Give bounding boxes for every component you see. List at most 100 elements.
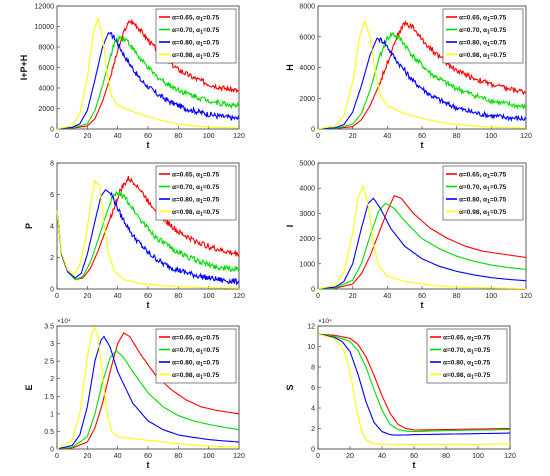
legend-entry-blue: α=0.80, α1=0.75: [172, 39, 220, 48]
x-tick-label: 40: [383, 133, 391, 140]
series-line-red: [317, 195, 527, 290]
y-tick-label: 0: [311, 127, 315, 134]
legend-entry-green: α=0.70, α1=0.75: [172, 347, 220, 356]
y-tick-label: 2000: [299, 96, 315, 103]
legend-entry-red: α=0.65, α1=0.75: [172, 334, 220, 343]
y-tick-label: 0: [50, 287, 54, 294]
x-tick-label: 60: [144, 453, 152, 460]
x-tick-label: 40: [378, 453, 386, 460]
legend-entry-yellow: α=0.98, α1=0.75: [172, 209, 220, 218]
x-tick-label: 60: [410, 453, 418, 460]
legend-entry-red: α=0.65, α1=0.75: [459, 171, 507, 180]
y-tick-label: 4000: [38, 86, 54, 93]
legend-entry-green: α=0.70, α1=0.75: [459, 27, 507, 36]
series-line-red: [317, 333, 510, 431]
series-line-yellow: [317, 19, 527, 130]
legend-entry-red: α=0.65, α1=0.75: [172, 14, 220, 23]
legend-entry-blue: α=0.80, α1=0.75: [172, 196, 220, 205]
x-axis-label: t: [421, 300, 424, 310]
legend-entry-red: α=0.65, α1=0.75: [172, 171, 220, 180]
series-line-green: [56, 349, 240, 450]
legend-entry-blue: α=0.80, α1=0.75: [459, 196, 507, 205]
series-line-yellow: [56, 326, 239, 450]
chart-panel-s: 0 20 40 60 80 100 120 0 2 4 6 8 10 12×10⁴ t Sα=0.65, α1…: [285, 318, 516, 470]
x-tick-label: 100: [203, 133, 215, 140]
series-line-blue: [56, 189, 240, 286]
x-tick-label: 0: [316, 453, 320, 460]
series-line-red: [318, 19, 527, 130]
y-tick-label: 2000: [299, 236, 315, 243]
legend-entry-blue: α=0.80, α1=0.75: [172, 359, 220, 368]
legend: α=0.65, α1=0.75 α=0.70, α1=0.75 α=0.80, α1…: [155, 8, 237, 64]
series-line-green: [317, 333, 511, 433]
series-line-blue: [56, 31, 240, 130]
y-axis-multiplier: ×10⁴: [318, 318, 332, 325]
legend: α=0.65, α1=0.75 α=0.70, α1=0.75 α=0.80, α1…: [426, 328, 508, 384]
y-tick-label: 1.5: [44, 394, 54, 401]
x-tick-label: 80: [174, 453, 182, 460]
x-tick-label: 120: [233, 133, 245, 140]
y-tick-label: 8000: [38, 45, 54, 52]
legend-entry-green: α=0.70, α1=0.75: [172, 184, 220, 193]
y-tick-label: 2000: [38, 106, 54, 113]
legend-entry-green: α=0.70, α1=0.75: [443, 347, 491, 356]
x-tick-label: 40: [383, 293, 391, 300]
series-line-green: [56, 190, 240, 281]
y-tick-label: 6: [311, 385, 315, 392]
y-tick-label: 1: [50, 411, 54, 418]
y-tick-label: 4000: [299, 65, 315, 72]
series-line-red: [57, 18, 240, 130]
x-tick-label: 60: [144, 293, 152, 300]
y-axis-label: E: [24, 384, 34, 390]
legend-entry-green: α=0.70, α1=0.75: [172, 27, 220, 36]
x-tick-label: 60: [418, 133, 426, 140]
x-tick-label: 120: [233, 453, 245, 460]
x-tick-label: 0: [55, 453, 59, 460]
x-tick-label: 80: [442, 453, 450, 460]
series-line-yellow: [317, 333, 510, 445]
x-tick-label: 40: [114, 293, 122, 300]
legend: α=0.65, α1=0.75 α=0.70, α1=0.75 α=0.80, α1…: [155, 165, 237, 221]
x-axis-label: t: [147, 140, 150, 150]
series-line-yellow: [56, 179, 239, 289]
y-axis-label: I: [285, 225, 295, 228]
y-tick-label: 12000: [35, 4, 55, 11]
legend-entry-red: α=0.65, α1=0.75: [443, 334, 491, 343]
y-tick-label: 10: [307, 344, 315, 351]
y-tick-label: 12: [307, 324, 315, 331]
x-tick-label: 120: [520, 293, 532, 300]
y-tick-label: 4: [50, 224, 54, 231]
x-tick-label: 120: [504, 453, 516, 460]
y-tick-label: 3: [50, 341, 54, 348]
series-line-green: [317, 202, 527, 290]
y-tick-label: 8: [311, 365, 315, 372]
x-tick-label: 0: [55, 133, 59, 140]
y-tick-label: 2: [50, 255, 54, 262]
y-tick-label: 6: [50, 192, 54, 199]
x-tick-label: 20: [83, 293, 91, 300]
chart-panel-h: 0 20 40 60 80 100 120 0 2000 4000 6000 8000 t Hα=0.65…: [285, 4, 532, 151]
series-line-red: [56, 332, 240, 450]
x-tick-label: 20: [346, 453, 354, 460]
x-tick-label: 40: [114, 133, 122, 140]
y-tick-label: 0: [50, 447, 54, 454]
x-tick-label: 20: [83, 453, 91, 460]
y-tick-label: 8: [50, 161, 54, 168]
x-tick-label: 100: [485, 133, 497, 140]
y-axis-label: I+P+H: [19, 55, 29, 81]
y-tick-label: 4: [311, 406, 315, 413]
x-tick-label: 20: [83, 133, 91, 140]
x-tick-label: 80: [174, 133, 182, 140]
series-line-green: [57, 34, 240, 130]
y-tick-label: 0: [311, 287, 315, 294]
x-tick-label: 60: [144, 133, 152, 140]
y-axis-label: H: [285, 64, 295, 71]
legend: α=0.65, α1=0.75 α=0.70, α1=0.75 α=0.80, α1…: [155, 328, 237, 384]
chart-panel-i: 0 20 40 60 80 100 120 0 1000 2000 3000 4000 5000 t Iα=…: [285, 161, 532, 311]
series-line-blue: [56, 335, 240, 450]
legend-entry-blue: α=0.80, α1=0.75: [459, 39, 507, 48]
series-line-green: [318, 31, 527, 130]
y-tick-label: 6000: [299, 34, 315, 41]
x-tick-label: 40: [114, 453, 122, 460]
